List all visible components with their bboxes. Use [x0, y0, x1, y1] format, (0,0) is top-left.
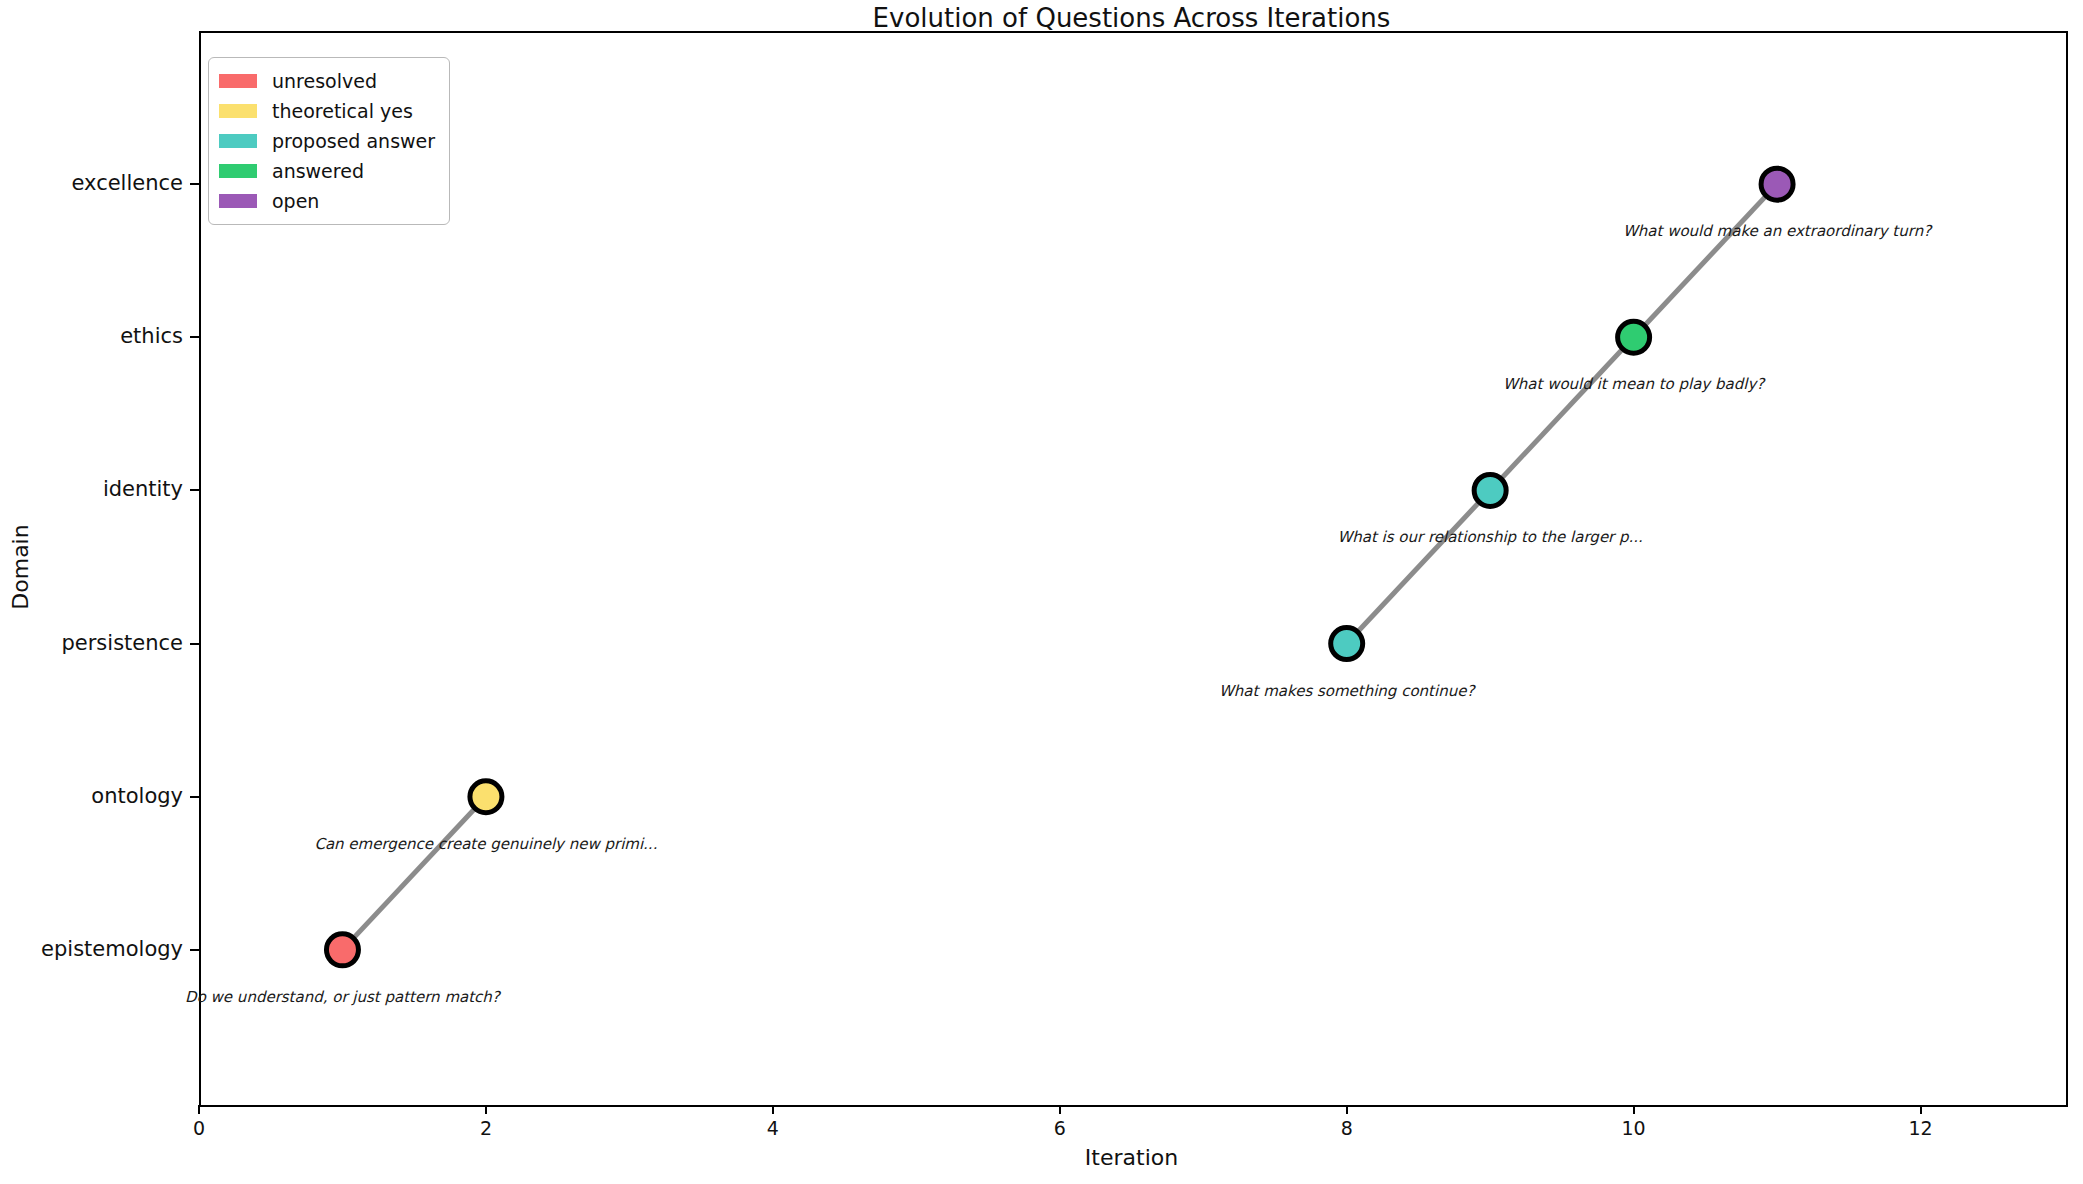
x-tick-label: 8 — [1341, 1117, 1353, 1139]
y-tick-label: excellence — [0, 171, 183, 195]
x-tick-mark — [485, 1105, 487, 1114]
legend-item: open — [219, 186, 435, 216]
legend-item: theoretical yes — [219, 96, 435, 126]
x-tick-label: 10 — [1622, 1117, 1646, 1139]
y-tick-label: ontology — [0, 784, 183, 808]
x-axis-label: Iteration — [199, 1145, 2064, 1170]
point-annotation: What is our relationship to the larger p… — [1337, 528, 1642, 546]
x-tick-mark — [772, 1105, 774, 1114]
legend-swatch-icon — [219, 74, 257, 88]
legend-label: answered — [272, 160, 364, 182]
y-tick-mark — [190, 489, 199, 491]
x-tick-label: 4 — [767, 1117, 779, 1139]
x-tick-mark — [198, 1105, 200, 1114]
point-annotation: What would it mean to play badly? — [1503, 375, 1764, 393]
legend-swatch-icon — [219, 194, 257, 208]
x-tick-mark — [1633, 1105, 1635, 1114]
point-annotation: Can emergence create genuinely new primi… — [314, 835, 657, 853]
point-annotation: Do we understand, or just pattern match? — [185, 988, 500, 1006]
legend-item: answered — [219, 156, 435, 186]
legend-item: unresolved — [219, 66, 435, 96]
y-tick-mark — [190, 796, 199, 798]
y-tick-label: ethics — [0, 324, 183, 348]
point-annotation: What would make an extraordinary turn? — [1623, 222, 1931, 240]
legend-label: proposed answer — [272, 130, 435, 152]
legend-swatch-icon — [219, 104, 257, 118]
legend-label: theoretical yes — [272, 100, 413, 122]
y-tick-label: identity — [0, 477, 183, 501]
y-tick-mark — [190, 949, 199, 951]
x-tick-mark — [1346, 1105, 1348, 1114]
x-tick-label: 2 — [480, 1117, 492, 1139]
plot-area — [199, 31, 2068, 1107]
legend-label: open — [272, 190, 319, 212]
y-tick-mark — [190, 183, 199, 185]
figure: Evolution of Questions Across Iterations… — [0, 0, 2083, 1184]
legend-label: unresolved — [272, 70, 377, 92]
x-tick-label: 12 — [1908, 1117, 1932, 1139]
y-tick-mark — [190, 336, 199, 338]
x-tick-label: 0 — [193, 1117, 205, 1139]
y-tick-label: epistemology — [0, 937, 183, 961]
x-tick-label: 6 — [1054, 1117, 1066, 1139]
legend-swatch-icon — [219, 134, 257, 148]
y-tick-mark — [190, 643, 199, 645]
legend-swatch-icon — [219, 164, 257, 178]
legend: unresolved theoretical yes proposed answer… — [208, 57, 450, 225]
y-tick-label: persistence — [0, 631, 183, 655]
chart-title: Evolution of Questions Across Iterations — [199, 3, 2064, 33]
y-axis-label: Domain — [8, 524, 33, 609]
x-tick-mark — [1920, 1105, 1922, 1114]
x-tick-mark — [1059, 1105, 1061, 1114]
legend-item: proposed answer — [219, 126, 435, 156]
point-annotation: What makes something continue? — [1219, 682, 1474, 700]
